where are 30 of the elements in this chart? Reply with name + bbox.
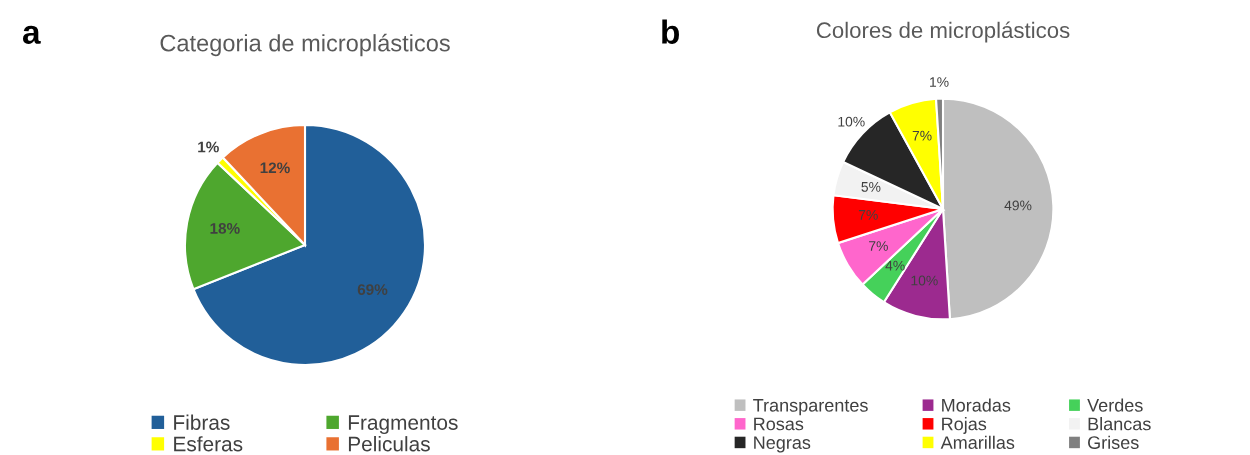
data-label: 10% (911, 275, 938, 286)
legend-label: Rojas (942, 417, 987, 434)
data-label: 1% (198, 141, 219, 153)
data-label: 7% (858, 210, 878, 220)
legend-label: Peliculas (348, 436, 430, 452)
data-label: 7% (869, 241, 888, 251)
text: b (662, 19, 679, 44)
chart-title: Colores de microplásticos (816, 21, 1070, 43)
legend-label: Amarillas (940, 435, 1015, 449)
legend-label: Fragmentos (348, 415, 458, 435)
legend-label: Blancas (1088, 417, 1151, 431)
data-label: 12% (260, 162, 290, 174)
data-label: 18% (210, 222, 240, 234)
legend-label: Rosas (754, 417, 804, 431)
data-label: 69% (357, 284, 388, 295)
legend-label: Verdes (1087, 398, 1143, 412)
data-label: 5% (861, 182, 881, 192)
data-label: 7% (912, 130, 932, 141)
legend-label: Fibras (174, 414, 230, 430)
legend-label: Grises (1088, 435, 1139, 449)
text: a (22, 25, 41, 44)
legend-label: Negras (754, 436, 811, 453)
legend-label: Moradas (942, 398, 1011, 412)
data-label: 10% (838, 116, 865, 127)
data-label: 49% (1004, 200, 1032, 211)
data-label: 4% (885, 260, 905, 271)
chart-title: Categoria de microplásticos (160, 33, 450, 57)
legend-label: Esferas (174, 436, 243, 452)
data-label: 1% (930, 77, 949, 87)
legend-label: Transparentes (753, 399, 868, 416)
